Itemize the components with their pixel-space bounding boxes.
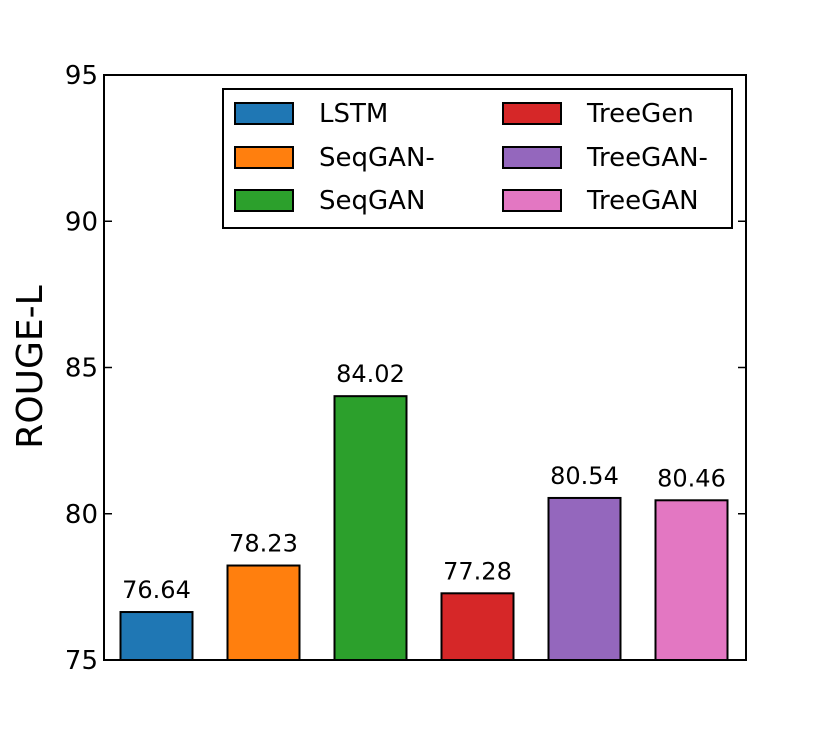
legend-swatch [234, 146, 294, 169]
bar-treegan [654, 499, 729, 662]
data-labels-group: 76.64 78.23 84.02 77.28 80.54 80.46 [122, 360, 726, 604]
data-label: 84.02 [336, 360, 405, 388]
legend-label: SeqGAN- [319, 143, 435, 173]
bar-seqgan [333, 395, 408, 661]
bar-treegen [440, 592, 515, 661]
bars-group [119, 395, 729, 662]
data-label: 77.28 [443, 557, 512, 585]
y-tick-label: 95 [65, 61, 98, 91]
legend-swatch [502, 146, 562, 169]
data-label: 80.46 [657, 464, 726, 492]
legend-box [222, 88, 733, 229]
legend-swatch [234, 189, 294, 212]
data-label: 76.64 [122, 576, 191, 604]
bar-lstm [119, 611, 194, 662]
legend-label: TreeGAN- [586, 143, 708, 173]
legend-label: SeqGAN [319, 186, 425, 216]
y-tick-label: 85 [65, 354, 98, 384]
y-axis: 75 80 85 90 95 [65, 61, 746, 676]
data-label: 80.54 [550, 462, 619, 490]
legend-swatch [234, 102, 294, 125]
data-label: 78.23 [229, 530, 298, 558]
bar-treegan-minus [547, 496, 622, 661]
y-tick-label: 90 [65, 207, 98, 237]
legend-label: TreeGen [586, 99, 694, 129]
legend-swatch [502, 102, 562, 125]
legend: LSTM SeqGAN- SeqGAN TreeGen TreeGAN- TreeGAN [222, 88, 733, 229]
bar-seqgan-minus [226, 564, 301, 662]
legend-swatch [502, 189, 562, 212]
legend-label: LSTM [319, 99, 388, 129]
y-tick-label: 75 [65, 646, 98, 676]
y-axis-label: ROUGE-L [10, 285, 51, 448]
legend-label: TreeGAN [586, 186, 699, 216]
y-tick-label: 80 [65, 500, 98, 530]
